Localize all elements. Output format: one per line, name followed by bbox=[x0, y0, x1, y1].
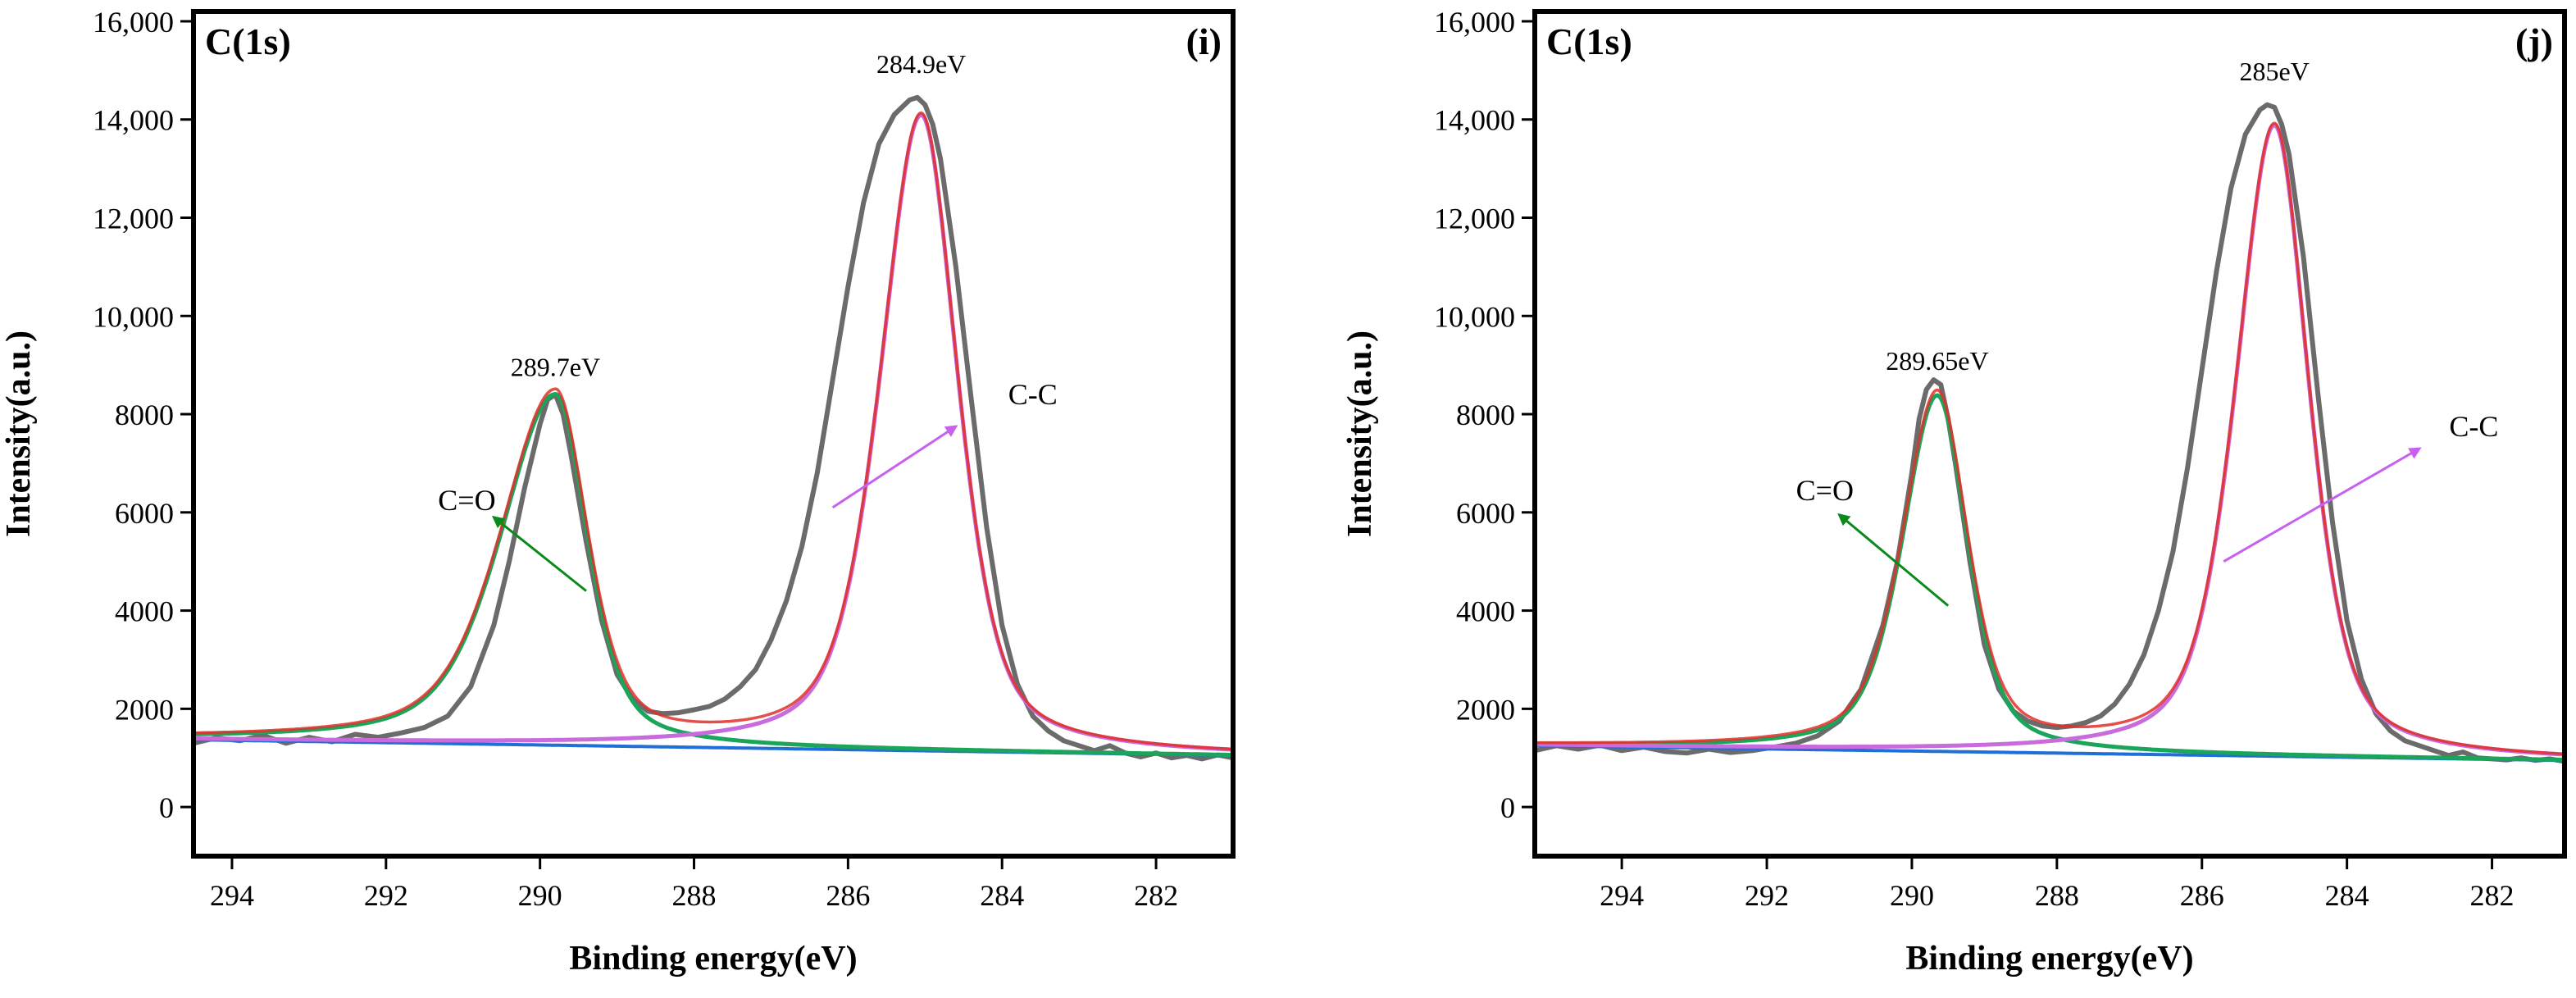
x-tick-label: 286 bbox=[2180, 879, 2224, 912]
y-tick-label: 2000 bbox=[1456, 693, 1515, 726]
plot-frame bbox=[1532, 9, 2567, 859]
peak-fit-line-co bbox=[193, 392, 1233, 757]
peak-position-label: 289.7eV bbox=[511, 352, 600, 381]
y-tick-label: 8000 bbox=[1456, 399, 1515, 431]
envelope-fit-line bbox=[1535, 121, 2565, 756]
y-tick-label: 16,000 bbox=[93, 6, 174, 39]
x-tick-label: 282 bbox=[1134, 879, 1178, 912]
y-tick-label: 0 bbox=[1500, 791, 1515, 824]
x-tick-label: 286 bbox=[826, 879, 870, 912]
plot-area bbox=[193, 94, 1233, 762]
y-axis-title: Intensity(a.u.) bbox=[0, 330, 38, 537]
y-tick-label: 14,000 bbox=[1434, 104, 1515, 137]
x-tick-label: 290 bbox=[518, 879, 562, 912]
y-tick-label: 14,000 bbox=[93, 104, 174, 137]
annotation-label: C=O bbox=[1796, 474, 1854, 507]
x-tick-label: 294 bbox=[1600, 879, 1644, 912]
peak-position-label: 284.9eV bbox=[876, 49, 966, 79]
panel-element-label: C(1s) bbox=[1546, 21, 1632, 62]
y-axis-title: Intensity(a.u.) bbox=[1341, 330, 1379, 537]
peak-fit-line-co bbox=[1535, 393, 2565, 762]
x-tick-label: 284 bbox=[2325, 879, 2369, 912]
chart-panel-0: 0 2000 4000 6000 8000 10,000 12,000 14,000 16,00… bbox=[0, 6, 1236, 977]
x-axis-title: Binding energy(eV) bbox=[569, 940, 857, 977]
panel-element-label: C(1s) bbox=[205, 21, 291, 62]
x-tick-label: 288 bbox=[672, 879, 717, 912]
panel-tag: (j) bbox=[2515, 21, 2553, 62]
y-tick-label: 4000 bbox=[115, 595, 174, 628]
y-tick-label: 6000 bbox=[115, 497, 174, 530]
x-tick-label: 294 bbox=[210, 879, 254, 912]
y-tick-label: 10,000 bbox=[93, 300, 174, 333]
y-tick-label: 12,000 bbox=[93, 203, 174, 235]
x-tick-label: 282 bbox=[2470, 879, 2515, 912]
plot-area bbox=[1535, 102, 2565, 764]
annotation-arrow bbox=[2223, 447, 2422, 563]
peak-position-label: 289.65eV bbox=[1886, 346, 1988, 376]
annotation-label: C=O bbox=[438, 484, 495, 517]
x-tick-label: 284 bbox=[980, 879, 1024, 912]
x-axis-title: Binding energy(eV) bbox=[1905, 940, 2193, 977]
y-tick-label: 2000 bbox=[115, 693, 174, 726]
y-tick-label: 10,000 bbox=[1434, 300, 1515, 333]
y-tick-label: 8000 bbox=[115, 399, 174, 431]
panel-tag: (i) bbox=[1186, 21, 1222, 62]
raw-spectrum-line bbox=[193, 94, 1233, 762]
annotation-arrow bbox=[491, 515, 587, 592]
y-tick-label: 4000 bbox=[1456, 595, 1515, 628]
y-tick-label: 0 bbox=[159, 791, 174, 824]
y-tick-label: 12,000 bbox=[1434, 203, 1515, 235]
peak-position-label: 285eV bbox=[2240, 57, 2310, 86]
chart-panel-1: 0 2000 4000 6000 8000 10,000 12,000 14,000 16,00… bbox=[1341, 6, 2567, 977]
x-tick-label: 288 bbox=[2035, 879, 2079, 912]
raw-spectrum-line bbox=[1535, 102, 2565, 764]
annotation-label: C-C bbox=[2449, 410, 2498, 443]
annotation-arrow bbox=[831, 425, 958, 509]
y-tick-label: 16,000 bbox=[1434, 6, 1515, 39]
x-tick-label: 292 bbox=[364, 879, 408, 912]
annotation-arrow bbox=[1837, 513, 1950, 607]
peak-fit-line-cc bbox=[193, 112, 1233, 752]
x-tick-label: 292 bbox=[1745, 879, 1789, 912]
peak-fit-line-cc bbox=[1535, 123, 2565, 757]
y-tick-label: 6000 bbox=[1456, 497, 1515, 530]
annotation-label: C-C bbox=[1008, 378, 1058, 411]
x-tick-label: 290 bbox=[1890, 879, 1934, 912]
plot-frame bbox=[191, 9, 1236, 859]
envelope-fit-line bbox=[193, 111, 1233, 751]
